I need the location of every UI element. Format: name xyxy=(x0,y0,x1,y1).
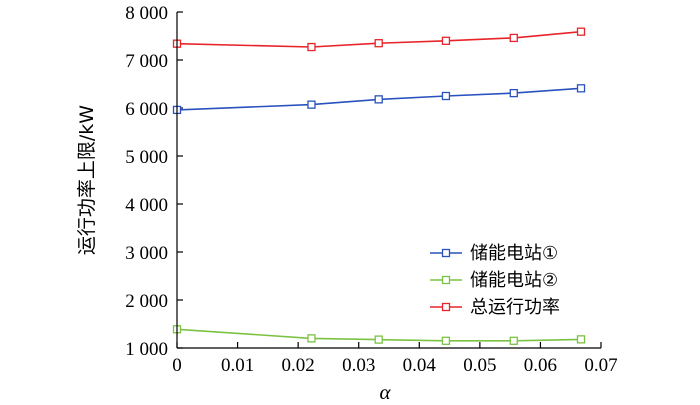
y-tick-label: 7 000 xyxy=(125,51,168,72)
legend-swatch-marker xyxy=(441,275,451,285)
series-line-3 xyxy=(176,30,582,48)
series-line-2 xyxy=(176,328,582,342)
x-tick-label: 0.02 xyxy=(282,355,315,376)
x-tick-label: 0.07 xyxy=(584,355,617,376)
x-tick-label: 0.01 xyxy=(221,355,254,376)
series-1-point xyxy=(307,100,316,109)
legend-label: 储能电站① xyxy=(470,243,558,264)
series-3-point xyxy=(374,39,383,48)
x-tick-label: 0.05 xyxy=(463,355,496,376)
x-tick-label: 0.03 xyxy=(342,355,375,376)
series-2-point xyxy=(576,335,586,344)
series-1-point xyxy=(441,91,451,101)
legend-swatch-marker xyxy=(441,248,451,258)
series-3-point xyxy=(441,36,451,45)
series-line-1 xyxy=(176,87,582,111)
series-1-point xyxy=(509,88,518,98)
y-tick-label: 2 000 xyxy=(125,291,168,312)
legend-label: 总运行功率 xyxy=(470,297,560,318)
x-tick-label: 0.04 xyxy=(403,355,437,376)
series-2-point xyxy=(374,335,383,344)
x-tick-label: 0 xyxy=(172,355,182,376)
series-layer xyxy=(172,27,586,345)
series-3-point xyxy=(576,27,586,36)
y-tick-label: 1 000 xyxy=(125,339,168,360)
y-tick-label: 6 000 xyxy=(125,99,168,120)
y-tick-label: 8 000 xyxy=(125,3,168,24)
x-tick-label: 0.06 xyxy=(524,355,557,376)
y-tick-label: 4 000 xyxy=(125,195,168,216)
series-3-point xyxy=(509,33,518,43)
ticks-layer: 1 000 2 000 3 000 4 000 5 000 6 000 7 000 8 000… xyxy=(125,3,617,376)
legend-swatch-marker xyxy=(441,302,451,312)
series-2-point xyxy=(509,336,518,345)
y-tick-label: 3 000 xyxy=(125,243,168,264)
series-2-point xyxy=(441,336,451,345)
legend: 储能电站① 储能电站② 总运行功率 xyxy=(430,243,560,318)
y-tick-label: 5 000 xyxy=(125,147,168,168)
series-1-point xyxy=(374,95,383,104)
series-3-point xyxy=(307,42,316,52)
x-axis-title: α xyxy=(379,380,391,404)
legend-label: 储能电站② xyxy=(470,270,558,291)
series-2-point xyxy=(307,334,316,343)
series-1-point xyxy=(576,84,586,93)
y-axis-title: 运行功率上限/kW xyxy=(76,105,98,255)
